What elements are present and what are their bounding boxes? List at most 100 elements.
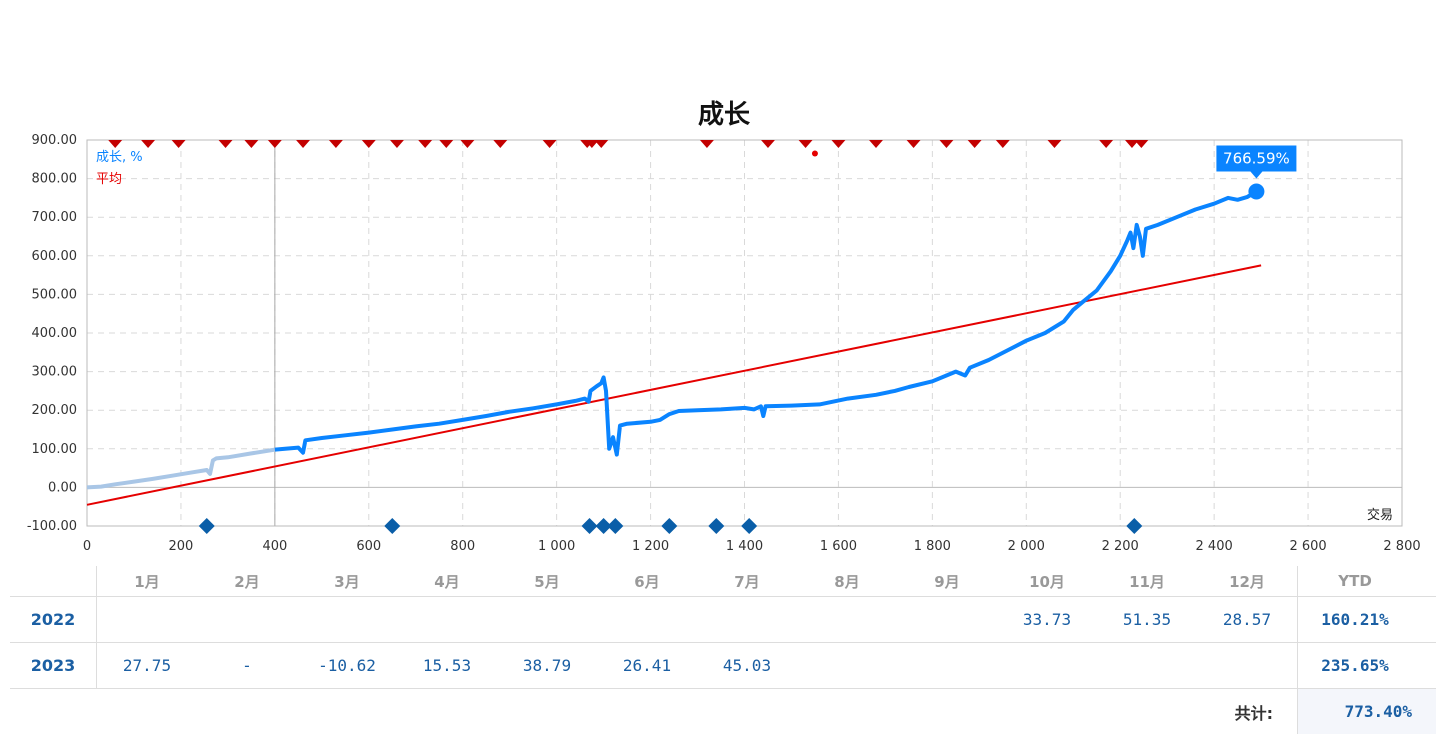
y-tick-label: 900.00: [32, 133, 78, 148]
x-axis-label: 交易: [1367, 507, 1393, 523]
sell-marker: [439, 140, 453, 148]
y-tick-label: 800.00: [32, 172, 78, 187]
sell-marker: [244, 140, 258, 148]
buy-marker: [1126, 518, 1142, 534]
x-tick-label: 1 800: [914, 539, 951, 554]
x-tick-label: 1 000: [538, 539, 575, 554]
month-header: 6月: [597, 566, 697, 597]
sell-marker: [543, 140, 557, 148]
sell-marker: [831, 140, 845, 148]
y-tick-label: 100.00: [32, 442, 78, 457]
month-value: [397, 597, 497, 643]
sell-marker: [761, 140, 775, 148]
month-value: [1097, 643, 1197, 689]
total-value: 773.40%: [1298, 689, 1437, 734]
sell-marker: [907, 140, 921, 148]
sell-marker: [108, 140, 122, 148]
sell-marker: [362, 140, 376, 148]
x-tick-label: 2 000: [1008, 539, 1045, 554]
y-tick-label: 0.00: [48, 480, 77, 495]
sell-marker: [799, 140, 813, 148]
month-value: [897, 643, 997, 689]
y-tick-label: 600.00: [32, 249, 78, 264]
month-value: 45.03: [697, 643, 797, 689]
month-value: 26.41: [597, 643, 697, 689]
month-value: [897, 597, 997, 643]
chart-grid: [87, 140, 1402, 526]
ytd-header: YTD: [1298, 566, 1437, 597]
total-row: 共计: 773.40%: [10, 689, 1436, 734]
sell-marker: [594, 140, 608, 148]
x-tick-label: 2 400: [1196, 539, 1233, 554]
x-tick-label: 200: [169, 539, 194, 554]
chart-ticks: 900.00 800.00 700.00 600.00 500.00 400.00 300.…: [27, 133, 1421, 554]
x-tick-label: 2 800: [1383, 539, 1420, 554]
row-year: 2022: [10, 597, 97, 643]
month-value: [197, 597, 297, 643]
sell-marker: [268, 140, 282, 148]
month-header: 4月: [397, 566, 497, 597]
chart-title: 成长: [698, 100, 751, 130]
month-header: 12月: [1197, 566, 1298, 597]
last-value-point: [1248, 183, 1264, 199]
total-label: 共计:: [10, 689, 1298, 734]
x-tick-label: 1 200: [632, 539, 669, 554]
row-ytd: 160.21%: [1298, 597, 1437, 643]
month-header: 3月: [297, 566, 397, 597]
month-value: 51.35: [1097, 597, 1197, 643]
month-value: 28.57: [1197, 597, 1298, 643]
average-dot: [812, 151, 818, 157]
month-header: 5月: [497, 566, 597, 597]
y-tick-label: 700.00: [32, 210, 78, 225]
month-value: -10.62: [297, 643, 397, 689]
buy-marker: [741, 518, 757, 534]
sell-marker: [1047, 140, 1061, 148]
sell-marker: [329, 140, 343, 148]
x-tick-label: 0: [83, 539, 91, 554]
month-value: [297, 597, 397, 643]
sell-marker: [141, 140, 155, 148]
month-header: 11月: [1097, 566, 1197, 597]
y-tick-label: 300.00: [32, 365, 78, 380]
row-year: 2023: [10, 643, 97, 689]
y-tick-label: -100.00: [27, 519, 77, 534]
tooltip-pointer: [1250, 171, 1262, 178]
x-tick-label: 2 600: [1289, 539, 1326, 554]
buy-marker: [199, 518, 215, 534]
month-header: 8月: [797, 566, 897, 597]
buy-marker: [607, 518, 623, 534]
sell-marker: [996, 140, 1010, 148]
legend-entry-growth: 成长, %: [96, 150, 143, 165]
chart-legend: 成长, % 平均: [96, 150, 143, 187]
y-tick-label: 400.00: [32, 326, 78, 341]
tooltip-text: 766.59%: [1223, 149, 1290, 167]
sell-marker: [968, 140, 982, 148]
month-header: 9月: [897, 566, 997, 597]
month-header: 7月: [697, 566, 797, 597]
sell-marker: [1099, 140, 1113, 148]
x-tick-label: 600: [356, 539, 381, 554]
chart-series: [87, 192, 1261, 505]
y-tick-label: 200.00: [32, 403, 78, 418]
y-tick-label: 500.00: [32, 287, 78, 302]
x-tick-label: 400: [262, 539, 287, 554]
sell-marker: [939, 140, 953, 148]
buy-marker: [384, 518, 400, 534]
sell-marker: [869, 140, 883, 148]
month-value: 15.53: [397, 643, 497, 689]
month-value: 27.75: [97, 643, 198, 689]
row-ytd: 235.65%: [1298, 643, 1437, 689]
x-tick-label: 2 200: [1102, 539, 1139, 554]
month-value: -: [197, 643, 297, 689]
month-header: 10月: [997, 566, 1097, 597]
month-value: [497, 597, 597, 643]
month-value: 33.73: [997, 597, 1097, 643]
sell-marker: [219, 140, 233, 148]
month-header: 1月: [97, 566, 198, 597]
x-tick-label: 1 400: [726, 539, 763, 554]
month-value: [997, 643, 1097, 689]
sell-marker: [418, 140, 432, 148]
